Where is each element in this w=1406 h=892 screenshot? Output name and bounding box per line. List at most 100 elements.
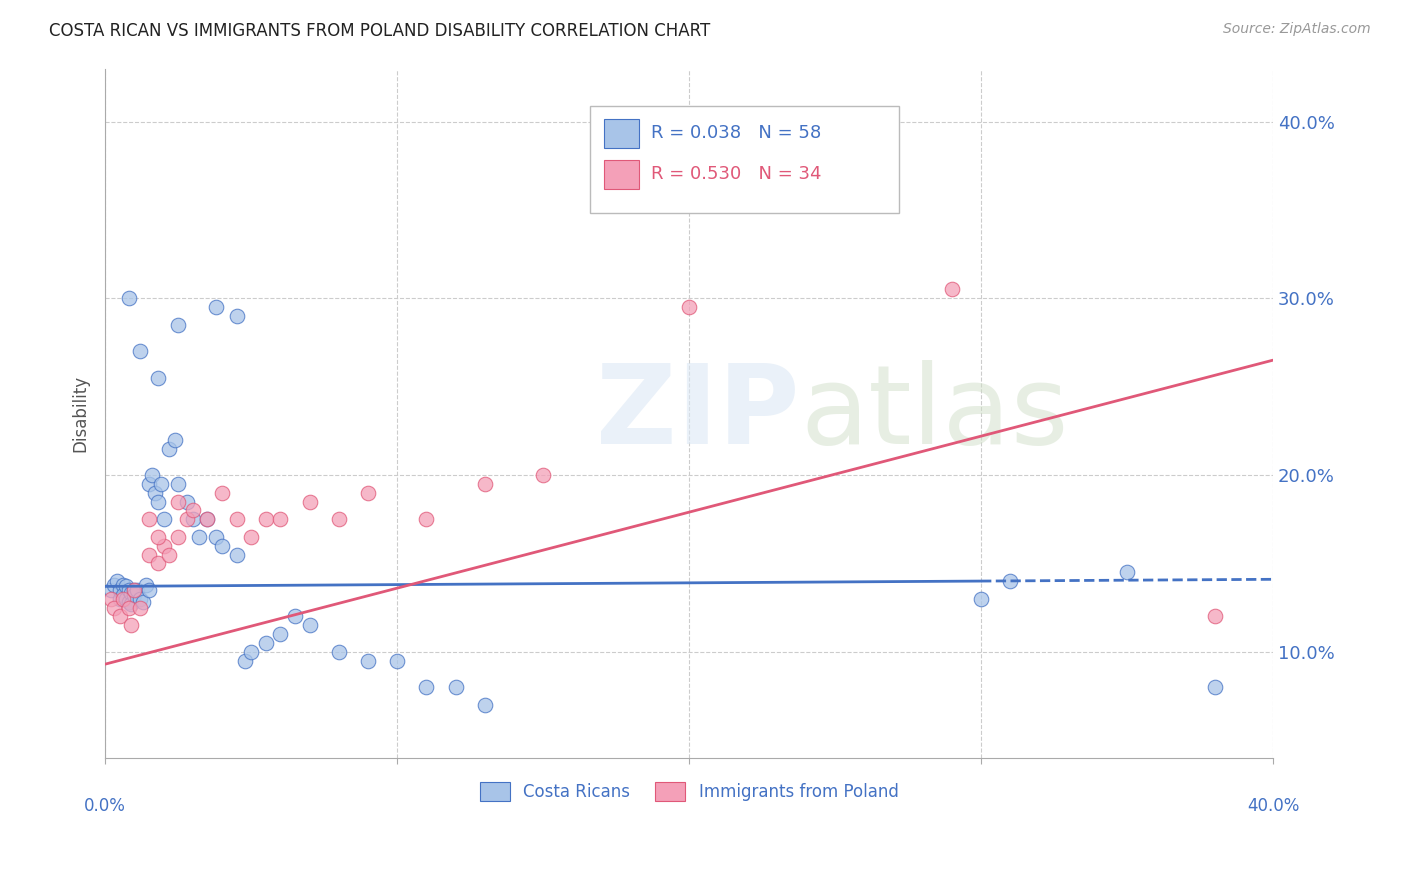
Point [124, 588, 146, 602]
Bar [603, 161, 638, 189]
Point [135, 577, 157, 591]
Point [152, 539, 174, 553]
Point [474, 698, 496, 712]
Point [415, 512, 437, 526]
Point [181, 512, 204, 526]
Point [167, 530, 190, 544]
Point [1204, 609, 1226, 624]
Point [240, 530, 263, 544]
Point [121, 618, 143, 632]
Point [167, 476, 190, 491]
Point [298, 494, 321, 508]
Point [138, 476, 160, 491]
Point [121, 597, 143, 611]
Legend: Costa Ricans, Immigrants from Poland: Costa Ricans, Immigrants from Poland [474, 775, 905, 808]
Point [146, 557, 169, 571]
Point [187, 530, 209, 544]
Point [328, 512, 350, 526]
Point [240, 645, 263, 659]
Point [176, 512, 198, 526]
Point [103, 577, 125, 591]
Point [269, 512, 291, 526]
Text: R = 0.038   N = 58: R = 0.038 N = 58 [651, 124, 821, 142]
Point [211, 539, 233, 553]
Point [941, 282, 963, 296]
Point [298, 618, 321, 632]
Point [444, 680, 467, 694]
Point [1204, 680, 1226, 694]
Point [146, 371, 169, 385]
Point [143, 485, 166, 500]
Point [138, 548, 160, 562]
Point [1000, 574, 1022, 588]
Point [357, 485, 380, 500]
Point [103, 600, 125, 615]
Point [149, 476, 172, 491]
Text: 40.0%: 40.0% [1247, 797, 1299, 814]
Point [129, 344, 152, 359]
Point [254, 636, 277, 650]
Point [197, 512, 219, 526]
Point [385, 654, 408, 668]
Point [269, 627, 291, 641]
Point [111, 588, 134, 602]
Point [357, 654, 380, 668]
Point [1116, 566, 1139, 580]
Point [117, 600, 139, 615]
Point [225, 548, 247, 562]
Point [129, 600, 152, 615]
Point [328, 645, 350, 659]
Point [111, 591, 134, 606]
Point [129, 591, 152, 606]
Point [531, 468, 554, 483]
Point [159, 442, 181, 456]
Point [167, 494, 190, 508]
Point [146, 530, 169, 544]
Point [181, 503, 204, 517]
Point [117, 595, 139, 609]
Point [235, 654, 257, 668]
Point [114, 591, 136, 606]
Text: COSTA RICAN VS IMMIGRANTS FROM POLAND DISABILITY CORRELATION CHART: COSTA RICAN VS IMMIGRANTS FROM POLAND DI… [49, 22, 710, 40]
Text: 0.0%: 0.0% [84, 797, 127, 814]
Point [141, 468, 163, 483]
Point [124, 582, 146, 597]
Point [159, 548, 181, 562]
Point [138, 512, 160, 526]
Text: ZIP: ZIP [596, 359, 799, 467]
Point [254, 512, 277, 526]
Point [100, 582, 122, 597]
Text: R = 0.530   N = 34: R = 0.530 N = 34 [651, 165, 821, 183]
FancyBboxPatch shape [591, 106, 900, 213]
Text: atlas: atlas [800, 359, 1069, 467]
Point [197, 512, 219, 526]
Point [146, 494, 169, 508]
Point [100, 591, 122, 606]
Point [108, 609, 131, 624]
Point [474, 476, 496, 491]
Point [108, 591, 131, 606]
Point [225, 309, 247, 323]
Point [165, 433, 187, 447]
Point [970, 591, 993, 606]
Point [205, 530, 228, 544]
Y-axis label: Disability: Disability [72, 375, 89, 451]
Point [111, 577, 134, 591]
Bar [603, 119, 638, 148]
Point [117, 582, 139, 597]
Point [121, 586, 143, 600]
Point [127, 582, 149, 597]
Point [205, 300, 228, 314]
Point [152, 512, 174, 526]
Point [678, 300, 700, 314]
Point [138, 582, 160, 597]
Point [415, 680, 437, 694]
Point [225, 512, 247, 526]
Point [117, 291, 139, 305]
Text: Source: ZipAtlas.com: Source: ZipAtlas.com [1223, 22, 1371, 37]
Point [284, 609, 307, 624]
Point [167, 318, 190, 332]
Point [114, 579, 136, 593]
Point [105, 574, 128, 588]
Point [132, 595, 155, 609]
